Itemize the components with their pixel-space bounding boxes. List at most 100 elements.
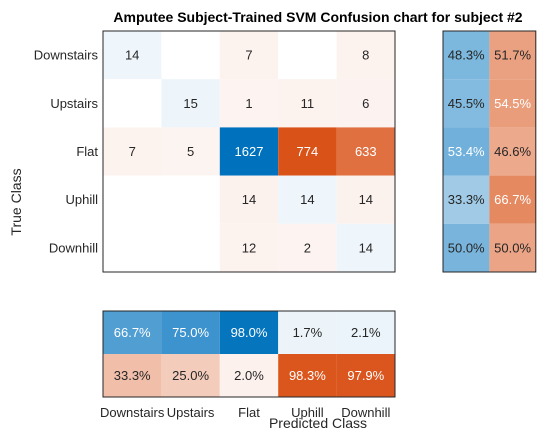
matrix-cell-r3-c3-rect	[278, 175, 337, 224]
chart-title: Amputee Subject-Trained SVM Confusion ch…	[113, 9, 522, 25]
x-tick-labels: Downstairs Upstairs Flat Uphill Downhill	[100, 405, 390, 420]
y-tick-flat: Flat	[76, 144, 98, 159]
matrix-cell-r2-c3-rect	[278, 127, 337, 176]
matrix-cell-r0-c4-label: 8	[362, 48, 369, 63]
matrix-cell-r4-c0-rect	[103, 223, 162, 272]
row-summary-correct-0-rect	[443, 31, 490, 80]
matrix-cell-r2-c1-rect	[161, 127, 220, 176]
matrix-cell-r4-c2-rect	[219, 223, 279, 272]
col-summary-correct-4-rect	[336, 311, 395, 354]
col-summary-incorrect-4-label: 97.9%	[347, 368, 384, 383]
col-summary-correct-3-label: 1.7%	[293, 325, 323, 340]
row-summary-correct-4-rect	[443, 223, 490, 272]
matrix-cell-r4-c2-label: 12	[242, 240, 256, 255]
y-tick-downstairs: Downstairs	[34, 48, 99, 63]
column-summary: 66.7% 33.3% 75.0% 25.0% 98.0% 2.0% 1.7% 98.3% 2.…	[102, 310, 396, 398]
x-tick-upstairs: Upstairs	[167, 405, 215, 420]
row-summary-correct-2-label: 53.4%	[448, 144, 485, 159]
matrix-cell-r1-c4-label: 6	[362, 96, 369, 111]
row-summary-incorrect-0-rect	[489, 31, 536, 80]
y-tick-uphill: Uphill	[65, 192, 98, 207]
matrix-cell-r2-c4-label: 633	[355, 144, 377, 159]
matrix-cell-r3-c2-label: 14	[242, 192, 256, 207]
matrix-cell-r2-c0-label: 7	[129, 144, 136, 159]
matrix-cell-r1-c1-label: 15	[183, 96, 197, 111]
matrix-cell-r1-c2-label: 1	[245, 96, 252, 111]
row-summary-incorrect-4-rect	[489, 223, 536, 272]
matrix-cell-r2-c3-label: 774	[297, 144, 319, 159]
matrix-cell-r3-c0-rect	[103, 175, 162, 224]
x-tick-uphill: Uphill	[291, 405, 324, 420]
col-summary-incorrect-3-rect	[278, 354, 337, 397]
col-summary-incorrect-2-label: 2.0%	[234, 368, 264, 383]
matrix-cell-r2-c2-label: 1627	[235, 144, 264, 159]
matrix-cell-r0-c4-rect	[336, 31, 395, 80]
matrix-cell-r0-c3-rect	[278, 31, 337, 80]
matrix-cell-r0-c2-rect	[219, 31, 279, 80]
col-summary-incorrect-0-label: 33.3%	[114, 368, 151, 383]
col-summary-incorrect-0-rect	[103, 354, 162, 397]
x-tick-downstairs: Downstairs	[100, 405, 165, 420]
col-summary-correct-0-rect	[103, 311, 162, 354]
row-summary-incorrect-2-label: 46.6%	[494, 144, 531, 159]
matrix-cell-r2-c1-label: 5	[187, 144, 194, 159]
matrix-cell-r0-c0-rect	[103, 31, 162, 80]
y-tick-upstairs: Upstairs	[50, 96, 98, 111]
col-summary-correct-4-label: 2.1%	[351, 325, 381, 340]
row-summary-correct-3-rect	[443, 175, 490, 224]
col-summary-incorrect-2-rect	[219, 354, 279, 397]
row-summary-correct-2-rect	[443, 127, 490, 176]
matrix-cell-r1-c1-rect	[161, 79, 220, 128]
row-summary-incorrect-1-rect	[489, 79, 536, 128]
matrix-cell-r4-c4-rect	[336, 223, 395, 272]
row-summary-incorrect-0-label: 51.7%	[494, 48, 531, 63]
y-tick-labels: Downstairs Upstairs Flat Uphill Downhill	[34, 48, 99, 256]
matrix-cell-r4-c1-rect	[161, 223, 220, 272]
matrix-cell-r1-c4-rect	[336, 79, 395, 128]
row-summary-correct-3-label: 33.3%	[448, 192, 485, 207]
col-summary-correct-3-rect	[278, 311, 337, 354]
row-summary-incorrect-1-label: 54.5%	[494, 96, 531, 111]
x-axis-label: Predicted Class	[269, 415, 367, 431]
matrix-cell-r3-c2-rect	[219, 175, 279, 224]
col-summary-incorrect-3-label: 98.3%	[289, 368, 326, 383]
col-summary-incorrect-1-label: 25.0%	[172, 368, 209, 383]
matrix-cell-r3-c3-label: 14	[300, 192, 314, 207]
matrix-cell-r3-c1-rect	[161, 175, 220, 224]
y-tick-downhill: Downhill	[49, 240, 98, 255]
col-summary-incorrect-1-rect	[161, 354, 220, 397]
col-summary-correct-1-label: 75.0%	[172, 325, 209, 340]
col-summary-correct-2-rect	[219, 311, 279, 354]
matrix-cell-r2-c0-rect	[103, 127, 162, 176]
row-summary-correct-4-label: 50.0%	[448, 240, 485, 255]
matrix-cell-r0-c2-label: 7	[245, 48, 252, 63]
matrix-cell-r3-c4-rect	[336, 175, 395, 224]
row-summary: 48.3% 51.7% 45.5% 54.5% 53.4% 46.6% 33.3% 66.7%…	[442, 30, 537, 273]
x-tick-flat: Flat	[238, 405, 260, 420]
col-summary-incorrect-4-rect	[336, 354, 395, 397]
matrix-cell-r1-c2-rect	[219, 79, 279, 128]
col-summary-correct-2-label: 98.0%	[231, 325, 268, 340]
matrix-cell-r3-c4-label: 14	[359, 192, 373, 207]
row-summary-correct-1-label: 45.5%	[448, 96, 485, 111]
matrix-cell-r0-c1-rect	[161, 31, 220, 80]
row-summary-correct-1-rect	[443, 79, 490, 128]
matrix-cell-r2-c4-rect	[336, 127, 395, 176]
row-summary-incorrect-3-label: 66.7%	[494, 192, 531, 207]
matrix-cell-r1-c0-rect	[103, 79, 162, 128]
matrix-cell-r4-c3-rect	[278, 223, 337, 272]
row-summary-incorrect-4-label: 50.0%	[494, 240, 531, 255]
matrix-cell-r1-c3-rect	[278, 79, 337, 128]
matrix-cell-r4-c3-label: 2	[304, 240, 311, 255]
row-summary-incorrect-3-rect	[489, 175, 536, 224]
matrix-cell-r1-c3-label: 11	[301, 96, 315, 111]
matrix-cell-r4-c4-label: 14	[359, 240, 373, 255]
col-summary-correct-0-label: 66.7%	[114, 325, 151, 340]
x-tick-downhill: Downhill	[341, 405, 390, 420]
matrix-cell-r2-c2-rect	[219, 127, 279, 176]
row-summary-correct-0-label: 48.3%	[448, 48, 485, 63]
row-summary-incorrect-2-rect	[489, 127, 536, 176]
matrix-cell-r0-c0-label: 14	[125, 48, 139, 63]
